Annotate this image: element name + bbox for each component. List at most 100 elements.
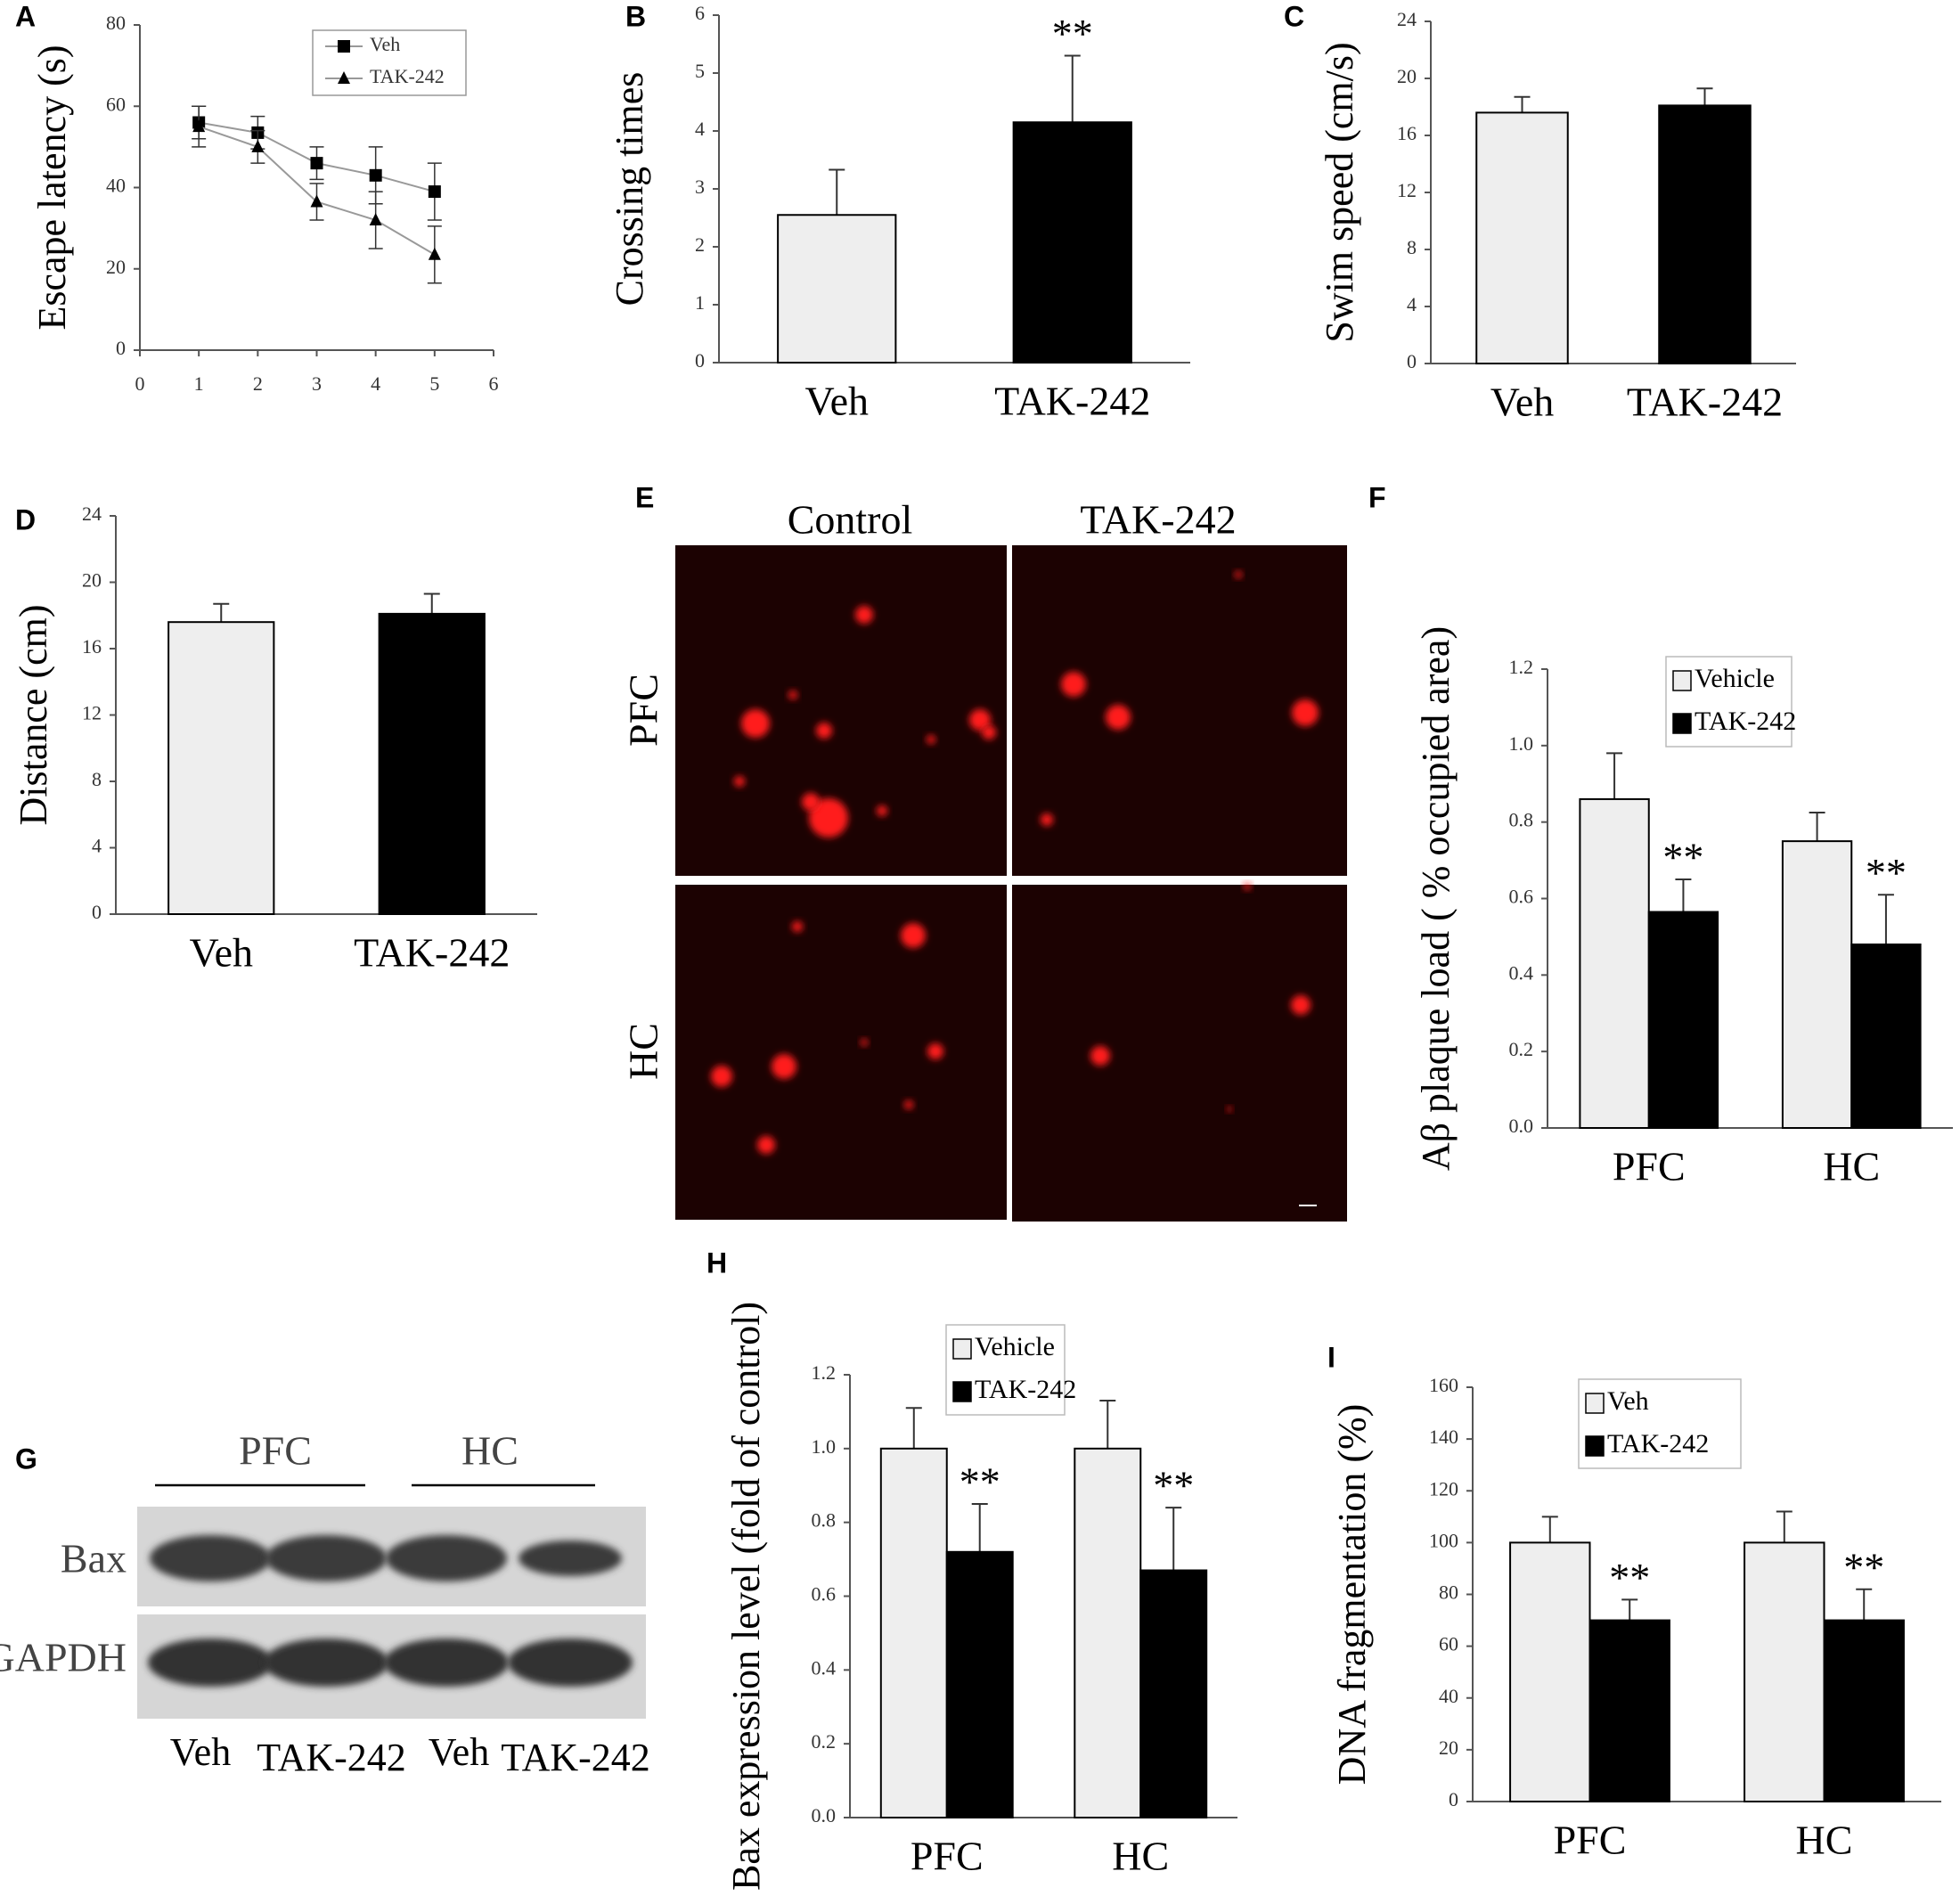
y-tick-label: 0.4 xyxy=(1509,961,1534,984)
point xyxy=(192,119,206,133)
row-label: HC xyxy=(621,1023,666,1080)
group-label: PFC xyxy=(239,1428,312,1474)
plaque xyxy=(734,776,745,787)
bar xyxy=(945,1550,1014,1819)
band xyxy=(264,1638,388,1687)
legend-box xyxy=(1578,1378,1742,1469)
y-tick-label: 0.8 xyxy=(1509,809,1534,831)
panel-letter: I xyxy=(1327,1341,1335,1373)
y-tick-label: 20 xyxy=(1397,65,1417,87)
point xyxy=(369,168,382,182)
error-bar xyxy=(1099,1399,1116,1449)
panel-letter: G xyxy=(15,1442,37,1475)
y-tick-label: 1 xyxy=(695,291,705,314)
y-tick-label: 60 xyxy=(106,93,126,115)
point xyxy=(428,247,441,260)
plaque xyxy=(904,1100,913,1109)
y-tick-label: 20 xyxy=(106,256,126,278)
bar xyxy=(1579,797,1650,1130)
y-tick-label: 160 xyxy=(1429,1374,1458,1396)
x-tick-label: PFC xyxy=(1613,1144,1686,1189)
y-tick-label: 12 xyxy=(82,702,102,724)
y-tick-label: 2 xyxy=(695,233,705,256)
legend-label: Veh xyxy=(370,33,400,55)
plaque xyxy=(1235,571,1242,578)
legend-marker xyxy=(338,40,350,53)
lane-label: TAK-242 xyxy=(257,1736,406,1779)
y-axis-label: Distance (cm) xyxy=(12,605,55,826)
band xyxy=(384,1638,509,1687)
legend-label: TAK-242 xyxy=(975,1375,1076,1404)
y-tick-label: 6 xyxy=(695,2,705,24)
y-tick-label: 40 xyxy=(1439,1685,1458,1707)
error-bar xyxy=(1606,752,1623,799)
group-label: HC xyxy=(461,1428,519,1474)
y-tick-label: 100 xyxy=(1429,1529,1458,1551)
lane-label: Veh xyxy=(170,1730,231,1774)
legend-swatch xyxy=(952,1381,972,1402)
plaque xyxy=(757,1136,775,1154)
x-tick-label: TAK-242 xyxy=(1627,380,1783,425)
plaque xyxy=(855,606,873,624)
panel-letter: H xyxy=(706,1246,727,1279)
point xyxy=(310,157,323,170)
x-tick-label: 3 xyxy=(312,372,322,395)
row-label: PFC xyxy=(621,674,666,747)
bar xyxy=(1850,944,1922,1129)
y-tick-label: 0.2 xyxy=(812,1730,837,1753)
error-bar xyxy=(1696,87,1713,106)
y-tick-label: 140 xyxy=(1429,1426,1458,1448)
annotation: ** xyxy=(1609,1555,1650,1600)
x-tick-label: 5 xyxy=(429,372,439,395)
x-tick-label: HC xyxy=(1112,1834,1169,1879)
point xyxy=(310,194,323,208)
y-tick-label: 8 xyxy=(92,768,102,790)
y-tick-label: 0.0 xyxy=(1509,1115,1534,1137)
y-tick-label: 12 xyxy=(1397,179,1417,201)
x-tick-label: TAK-242 xyxy=(994,379,1150,424)
y-tick-label: 16 xyxy=(82,635,102,658)
y-tick-label: 5 xyxy=(695,60,705,82)
y-tick-label: 16 xyxy=(1397,122,1417,144)
y-axis-label: Crossing times xyxy=(608,72,651,306)
panel-letter: B xyxy=(625,0,646,32)
band xyxy=(148,1638,273,1687)
bar xyxy=(1509,1541,1591,1802)
annotation: ** xyxy=(1153,1463,1194,1508)
error-bar xyxy=(1776,1510,1793,1543)
bar xyxy=(1823,1619,1905,1802)
y-axis-label: Escape latency (s) xyxy=(30,45,74,330)
panel-letter: A xyxy=(15,0,36,32)
bar xyxy=(1647,911,1719,1129)
y-tick-label: 0.0 xyxy=(812,1804,837,1826)
panel-letter: C xyxy=(1284,0,1304,32)
y-tick-label: 1.0 xyxy=(812,1435,837,1458)
annotation: ** xyxy=(960,1459,1000,1505)
bar xyxy=(1781,840,1853,1129)
plaque xyxy=(792,921,803,932)
row-label: GAPDH xyxy=(0,1635,127,1680)
legend-label: TAK-242 xyxy=(1695,707,1796,736)
y-tick-label: 0 xyxy=(116,337,126,359)
y-tick-label: 20 xyxy=(82,569,102,592)
error-bar xyxy=(1514,95,1531,113)
error-bar xyxy=(1064,54,1081,123)
y-tick-label: 1.2 xyxy=(812,1361,837,1384)
y-tick-label: 3 xyxy=(695,176,705,198)
legend-swatch xyxy=(1672,670,1692,691)
legend-label: Veh xyxy=(1607,1386,1649,1416)
y-tick-label: 0 xyxy=(695,349,705,372)
plaque xyxy=(1244,883,1251,890)
panel-letter: D xyxy=(15,503,36,535)
plaque xyxy=(1227,1107,1232,1112)
error-bar xyxy=(905,1407,922,1449)
plaque xyxy=(969,709,991,731)
point xyxy=(251,139,265,152)
point xyxy=(428,185,441,199)
bar xyxy=(378,612,486,915)
y-tick-label: 0.6 xyxy=(812,1583,837,1606)
legend-swatch xyxy=(1585,1435,1605,1457)
error-bar xyxy=(1675,878,1692,912)
y-tick-label: 0 xyxy=(92,901,102,923)
